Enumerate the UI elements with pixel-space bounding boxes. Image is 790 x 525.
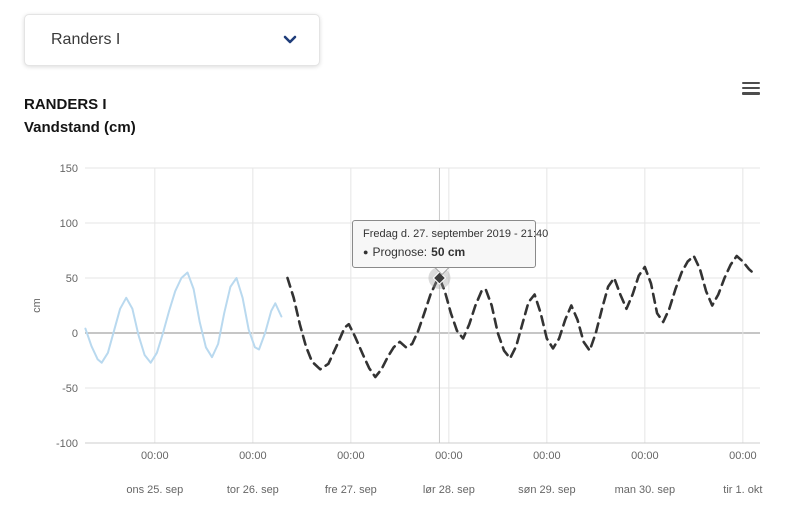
chart-tooltip: Fredag d. 27. september 2019 - 21:40 ● Pr… <box>352 220 549 275</box>
y-axis-label: -100 <box>56 438 78 450</box>
y-axis-label: 0 <box>72 328 78 340</box>
series-dot-icon: ● <box>363 247 369 257</box>
x-axis-date-label: søn 29. sep <box>518 484 575 496</box>
x-axis-time-label: 00:00 <box>729 450 757 462</box>
tooltip-row: ● Prognose: 50 cm <box>363 245 525 259</box>
tooltip-value: 50 cm <box>431 245 466 259</box>
series-vandstand[interactable] <box>84 271 283 364</box>
x-axis-time-label: 00:00 <box>533 450 561 462</box>
x-axis-time-label: 00:00 <box>631 450 659 462</box>
selected-point-marker[interactable] <box>432 271 447 285</box>
y-axis-label: -50 <box>62 383 78 395</box>
y-axis-title: cm <box>31 298 43 313</box>
y-axis-label: 50 <box>66 273 78 285</box>
chart-title: RANDERS I <box>24 96 107 113</box>
chart-subtitle: Vandstand (cm) <box>24 119 136 136</box>
y-axis-label: 100 <box>60 218 78 230</box>
tooltip-series-label: Prognose: <box>372 245 428 259</box>
x-axis-date-label: lør 28. sep <box>423 484 475 496</box>
hamburger-menu-icon[interactable] <box>740 77 766 99</box>
x-axis-time-label: 00:00 <box>435 450 463 462</box>
tooltip-date: Fredag d. 27. september 2019 - 21:40 <box>363 228 549 240</box>
chevron-down-icon <box>283 31 297 49</box>
x-axis-date-label: ons 25. sep <box>126 484 183 496</box>
y-axis-label: 150 <box>60 163 78 175</box>
station-select[interactable]: Randers I <box>24 14 320 66</box>
station-select-value: Randers I <box>51 31 121 48</box>
x-axis-time-label: 00:00 <box>337 450 365 462</box>
x-axis-time-label: 00:00 <box>141 450 169 462</box>
x-axis-date-label: tir 1. okt <box>723 484 762 496</box>
x-axis-date-label: tor 26. sep <box>227 484 279 496</box>
x-axis-date-label: fre 27. sep <box>325 484 377 496</box>
x-axis-date-label: man 30. sep <box>615 484 676 496</box>
series-prognose[interactable] <box>286 254 757 379</box>
x-axis-time-label: 00:00 <box>239 450 267 462</box>
